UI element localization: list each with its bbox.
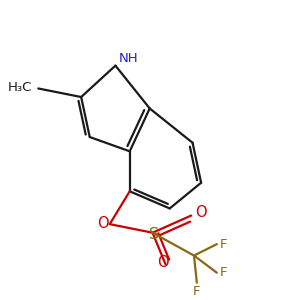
Text: O: O xyxy=(97,216,108,231)
Text: F: F xyxy=(193,285,201,298)
Text: O: O xyxy=(195,205,207,220)
Text: F: F xyxy=(220,238,228,250)
Text: NH: NH xyxy=(118,52,138,65)
Text: F: F xyxy=(220,266,228,279)
Text: H₃C: H₃C xyxy=(8,80,33,94)
Text: S: S xyxy=(149,226,159,242)
Text: O: O xyxy=(157,255,168,270)
